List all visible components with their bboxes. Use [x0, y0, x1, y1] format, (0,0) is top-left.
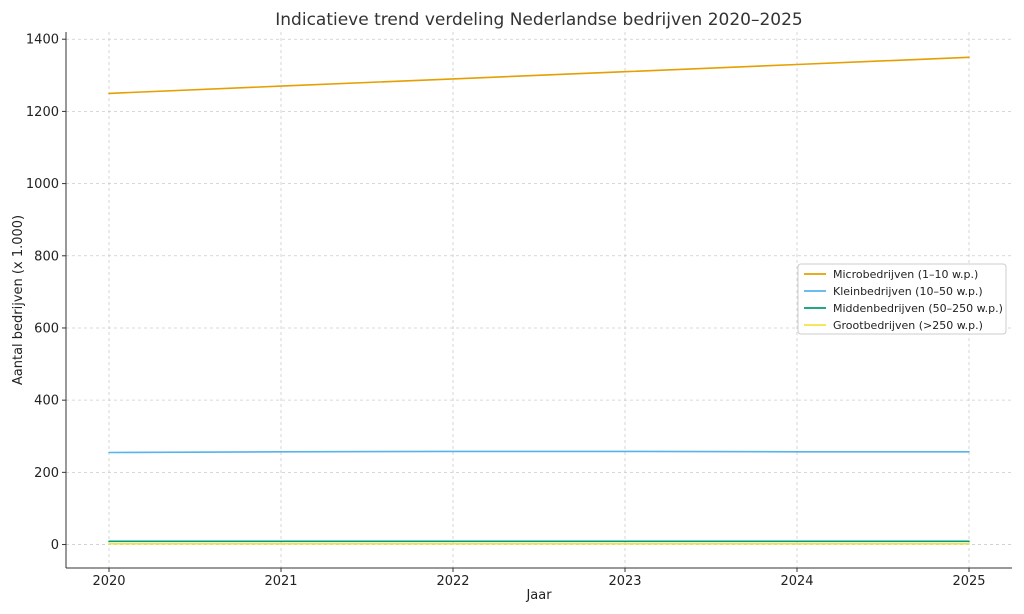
axes — [65, 32, 1012, 569]
y-tick-label: 600 — [34, 321, 59, 336]
x-tick-label: 2020 — [92, 574, 125, 589]
x-tick-label: 2024 — [780, 574, 813, 589]
y-tick-label: 800 — [34, 249, 59, 264]
y-tick-label: 1400 — [26, 33, 59, 48]
legend-label-2: Middenbedrijven (50–250 w.p.) — [833, 302, 1003, 315]
legend-items: Microbedrijven (1–10 w.p.) Kleinbedrijven… — [804, 268, 1003, 332]
x-tick-label: 2023 — [608, 574, 641, 589]
y-tick-label: 0 — [51, 538, 59, 553]
legend: Microbedrijven (1–10 w.p.) Kleinbedrijven… — [797, 263, 1007, 335]
y-tick-label: 1200 — [26, 105, 59, 120]
legend-label-3: Grootbedrijven (>250 w.p.) — [833, 319, 983, 332]
x-axis-label: Jaar — [525, 588, 552, 603]
legend-frame — [797, 263, 1007, 335]
legend-label-1: Kleinbedrijven (10–50 w.p.) — [833, 285, 983, 298]
x-axis-ticks: 2020 2021 2022 2023 2024 2025 — [92, 568, 986, 589]
y-tick-label: 200 — [34, 466, 59, 481]
series-line-1 — [108, 450, 970, 454]
x-tick-label: 2021 — [264, 574, 297, 589]
series-lines — [108, 56, 970, 545]
series-line-0 — [108, 56, 970, 95]
x-tick-label: 2022 — [436, 574, 469, 589]
y-tick-label: 400 — [34, 394, 59, 409]
legend-label-0: Microbedrijven (1–10 w.p.) — [833, 268, 978, 281]
x-tick-label: 2025 — [952, 574, 985, 589]
y-axis-ticks: 0 200 400 600 800 1000 1200 1400 — [26, 33, 66, 553]
chart-title: Indicatieve trend verdeling Nederlandse … — [275, 10, 802, 30]
y-tick-label: 1000 — [26, 177, 59, 192]
y-axis-label: Aantal bedrijven (x 1.000) — [11, 215, 26, 385]
